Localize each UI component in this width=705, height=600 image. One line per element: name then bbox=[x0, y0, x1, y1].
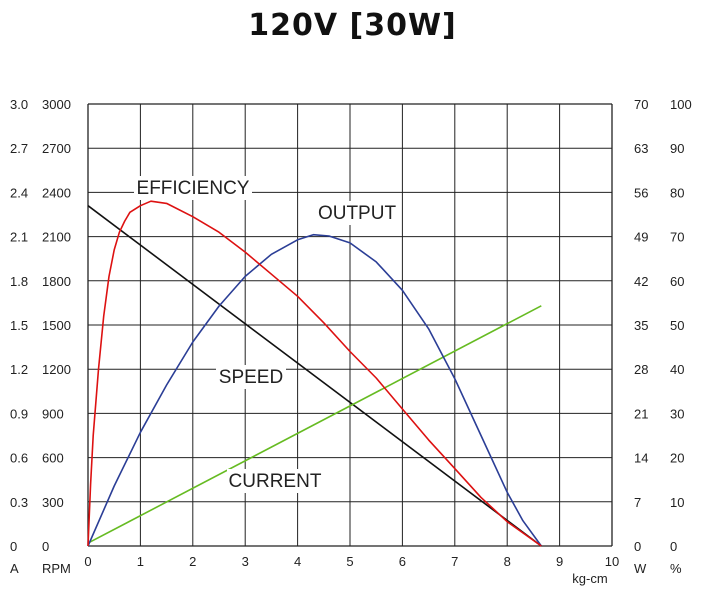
x-tick-label: 2 bbox=[189, 554, 196, 569]
speed-tick-label: 2700 bbox=[42, 141, 71, 156]
current-tick-label: 0.6 bbox=[10, 451, 28, 466]
speed-tick-label: 1200 bbox=[42, 362, 71, 377]
output-tick-label: 63 bbox=[634, 141, 648, 156]
current-tick-label: 2.4 bbox=[10, 185, 28, 200]
series-current-line bbox=[87, 305, 542, 544]
output-tick-label: 56 bbox=[634, 185, 648, 200]
x-tick-label: 5 bbox=[346, 554, 353, 569]
x-tick-label: 7 bbox=[451, 554, 458, 569]
x-tick-label: 3 bbox=[242, 554, 249, 569]
current-tick-label: 0.3 bbox=[10, 495, 28, 510]
output-tick-label: 21 bbox=[634, 406, 648, 421]
x-tick-label: 0 bbox=[84, 554, 91, 569]
efficiency-tick-label: 80 bbox=[670, 185, 684, 200]
speed-tick-label: 2100 bbox=[42, 230, 71, 245]
efficiency-tick-label: 20 bbox=[670, 451, 684, 466]
x-axis-ticks: 0 1 2 3 4 5 6 7 8 9 10 bbox=[84, 554, 619, 569]
current-tick-label: 3.0 bbox=[10, 97, 28, 112]
output-axis-ticks: 0 7 14 21 28 35 42 49 56 63 70 bbox=[634, 97, 648, 554]
x-axis-unit: kg-cm bbox=[572, 571, 607, 586]
series-efficiency-line bbox=[87, 200, 542, 547]
current-tick-label: 0 bbox=[10, 539, 17, 554]
output-tick-label: 42 bbox=[634, 274, 648, 289]
curve-label-bg bbox=[134, 176, 252, 200]
current-tick-label: 2.7 bbox=[10, 141, 28, 156]
current-tick-label: 1.5 bbox=[10, 318, 28, 333]
efficiency-tick-label: 10 bbox=[670, 495, 684, 510]
speed-tick-label: 1500 bbox=[42, 318, 71, 333]
efficiency-tick-label: 60 bbox=[670, 274, 684, 289]
output-tick-label: 35 bbox=[634, 318, 648, 333]
x-tick-label: 10 bbox=[605, 554, 619, 569]
efficiency-tick-label: 40 bbox=[670, 362, 684, 377]
speed-tick-label: 2400 bbox=[42, 185, 71, 200]
output-tick-label: 0 bbox=[634, 539, 641, 554]
speed-tick-label: 1800 bbox=[42, 274, 71, 289]
speed-tick-label: 600 bbox=[42, 451, 64, 466]
efficiency-tick-label: 90 bbox=[670, 141, 684, 156]
x-tick-label: 4 bbox=[294, 554, 301, 569]
curve-label-bg bbox=[315, 201, 399, 225]
efficiency-tick-label: 50 bbox=[670, 318, 684, 333]
curve-label-current: CURRENT bbox=[229, 471, 322, 492]
series-output-line bbox=[87, 233, 542, 547]
efficiency-tick-label: 100 bbox=[670, 97, 692, 112]
axis-units: A RPM kg-cm W% bbox=[10, 561, 682, 586]
grid bbox=[87, 103, 613, 547]
current-axis-ticks: 0 0.3 0.6 0.9 1.2 1.5 1.8 2.1 2.4 2.7 3.0 bbox=[10, 97, 28, 554]
efficiency-tick-label: 30 bbox=[670, 406, 684, 421]
output-tick-label: 70 bbox=[634, 97, 648, 112]
efficiency-tick-label: 70 bbox=[670, 230, 684, 245]
series-speed-line bbox=[87, 205, 542, 547]
curve-label-bg bbox=[216, 365, 286, 389]
output-tick-label: 14 bbox=[634, 451, 648, 466]
speed-tick-label: 0 bbox=[42, 539, 49, 554]
output-tick-label: 7 bbox=[634, 495, 641, 510]
efficiency-tick-label: 0 bbox=[670, 539, 677, 554]
speed-tick-label: 3000 bbox=[42, 97, 71, 112]
efficiency-axis-unit: % bbox=[670, 561, 682, 576]
curve-label-bg bbox=[227, 469, 323, 493]
current-tick-label: 1.8 bbox=[10, 274, 28, 289]
x-tick-label: 1 bbox=[137, 554, 144, 569]
speed-axis-ticks: 0 300 600 900 1200 1500 1800 2100 2400 2700 3000 bbox=[42, 97, 71, 554]
speed-axis-unit: RPM bbox=[42, 561, 71, 576]
current-axis-unit: A bbox=[10, 561, 19, 576]
current-tick-label: 1.2 bbox=[10, 362, 28, 377]
curve-label-output: OUTPUT bbox=[318, 203, 397, 224]
curve-label-efficiency: EFFICIENCY bbox=[137, 178, 250, 199]
output-tick-label: 49 bbox=[634, 230, 648, 245]
series-lines bbox=[87, 200, 542, 547]
speed-tick-label: 300 bbox=[42, 495, 64, 510]
output-tick-label: 28 bbox=[634, 362, 648, 377]
curve-label-speed: SPEED bbox=[219, 367, 283, 388]
efficiency-axis-ticks: 0 10 20 30 40 50 60 70 80 90 100 bbox=[670, 97, 692, 554]
output-axis-unit: W bbox=[634, 561, 647, 576]
chart-title: 120V [30W] bbox=[248, 8, 457, 43]
x-tick-label: 6 bbox=[399, 554, 406, 569]
current-tick-label: 0.9 bbox=[10, 406, 28, 421]
current-tick-label: 2.1 bbox=[10, 230, 28, 245]
curve-labels: EFFICIENCY OUTPUT SPEED CURRENT bbox=[134, 176, 399, 493]
x-tick-label: 9 bbox=[556, 554, 563, 569]
speed-tick-label: 900 bbox=[42, 406, 64, 421]
x-tick-label: 8 bbox=[504, 554, 511, 569]
